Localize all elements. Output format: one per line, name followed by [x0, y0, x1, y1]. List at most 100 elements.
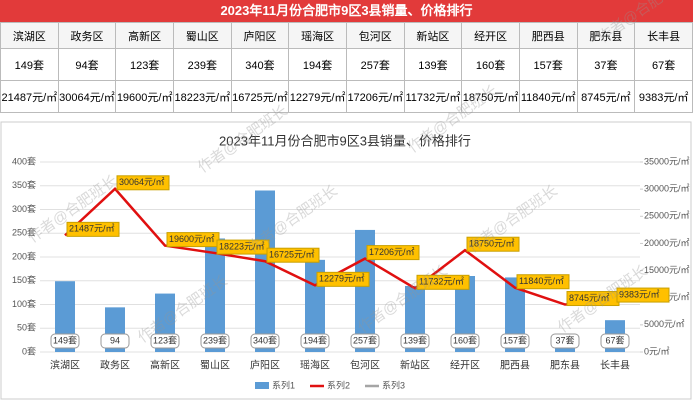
- y2-tick-label: 15000元/㎡: [644, 265, 690, 275]
- x-tick-label: 包河区: [350, 359, 380, 372]
- value-label: 149套: [53, 334, 77, 345]
- table-cell: 9383元/㎡: [634, 80, 693, 113]
- x-tick-label: 蜀山区: [200, 360, 230, 372]
- table-cell: 11840元/㎡: [518, 80, 578, 113]
- value-label: 194套: [303, 334, 327, 345]
- x-tick-label: 庐阳区: [250, 359, 280, 372]
- chart-title: 2023年11月份合肥市9区3县销量、价格排行: [219, 133, 471, 148]
- table-row: 滨湖区 政务区 高新区 蜀山区 庐阳区 瑶海区 包河区 新站区 经开区 肥西县 肥东县 长丰县: [0, 22, 693, 49]
- table-cell: 17206元/㎡: [345, 80, 405, 113]
- x-tick-label: 滨湖区: [50, 359, 80, 372]
- value-label-box: [466, 236, 520, 252]
- value-label-box: [300, 333, 330, 349]
- table-cell: 包河区: [345, 22, 405, 49]
- table-cell: 18750元/㎡: [461, 80, 520, 113]
- value-label: 123套: [153, 334, 177, 345]
- value-label: 11732元/㎡: [419, 277, 464, 287]
- value-label-box: [250, 333, 280, 349]
- legend-label: 系列2: [327, 379, 350, 390]
- table-cell: 239套: [172, 48, 232, 81]
- value-label: 94: [110, 335, 120, 345]
- y2-tick-label: 0元/㎡: [644, 346, 670, 356]
- value-label: 30064元/㎡: [119, 177, 165, 187]
- y-tick-label: 200套: [12, 250, 36, 261]
- value-label-box: [50, 333, 80, 349]
- chart-frame: [0, 121, 692, 400]
- value-label: 16725元/㎡: [269, 250, 315, 260]
- y2-tick-label: 30000元/㎡: [644, 184, 690, 194]
- table-cell: 长丰县: [634, 22, 693, 49]
- table-cell: 21487元/㎡: [0, 80, 59, 113]
- y-tick-label: 300套: [12, 203, 36, 214]
- table-cell: 94套: [57, 48, 117, 81]
- value-label: 9383元/㎡: [619, 289, 660, 299]
- table-cell: 滨湖区: [0, 22, 59, 49]
- table-cell: 37套: [576, 48, 636, 81]
- y-tick-label: 250套: [12, 227, 36, 238]
- value-label-box: [150, 333, 180, 349]
- value-label: 257套: [353, 334, 377, 345]
- value-label-box: [116, 175, 170, 191]
- value-label-box: [500, 333, 530, 349]
- value-label-box: [366, 245, 420, 261]
- value-label: 37套: [555, 334, 574, 345]
- table-cell: 157套: [518, 48, 578, 81]
- value-label-box: [266, 247, 320, 263]
- value-label-box: [200, 333, 230, 349]
- table-cell: 政务区: [57, 22, 117, 49]
- x-tick-label: 肥西县: [500, 360, 530, 372]
- y-tick-label: 0套: [22, 345, 36, 356]
- table-cell: 18223元/㎡: [172, 80, 232, 113]
- x-tick-label: 政务区: [100, 359, 130, 372]
- table-cell: 67套: [634, 48, 693, 81]
- y2-tick-label: 35000元/㎡: [644, 156, 690, 166]
- bar: [455, 276, 475, 352]
- value-label: 21487元/㎡: [69, 224, 115, 234]
- value-label-box: [216, 239, 270, 255]
- table-cell: 12279元/㎡: [288, 80, 347, 113]
- sheet-title: 2023年11月份合肥市9区3县销量、价格排行: [0, 0, 693, 22]
- x-tick-label: 长丰县: [600, 359, 630, 372]
- value-label-box: [66, 221, 120, 237]
- value-label: 340套: [253, 334, 277, 345]
- value-label-box: [316, 271, 370, 287]
- table-cell: 139套: [403, 48, 463, 81]
- value-label-box: [400, 333, 430, 349]
- bar: [205, 238, 225, 352]
- table-cell: 肥西县: [518, 22, 578, 49]
- y-tick-label: 150套: [12, 274, 36, 285]
- table-cell: 经开区: [461, 22, 520, 49]
- value-label-box: [100, 333, 130, 349]
- data-table: 滨湖区 政务区 高新区 蜀山区 庐阳区 瑶海区 包河区 新站区 经开区 肥西县 肥东县 长丰县 149套…: [0, 22, 693, 113]
- bar: [505, 277, 525, 352]
- bar: [255, 190, 275, 352]
- value-label: 19600元/㎡: [169, 234, 215, 244]
- legend-label: 系列1: [272, 379, 295, 390]
- legend-swatch: [255, 382, 269, 389]
- table-row: 21487元/㎡ 30064元/㎡ 19600元/㎡ 18223元/㎡ 16725元/㎡…: [0, 80, 693, 113]
- table-cell: 16725元/㎡: [230, 80, 290, 113]
- y2-tick-label: 20000元/㎡: [644, 238, 690, 248]
- value-label: 12279元/㎡: [319, 274, 365, 284]
- watermark: 作者@合肥班长: [595, 0, 691, 47]
- value-label: 18223元/㎡: [219, 241, 265, 251]
- table-row: 149套 94套 123套 239套 340套 194套 257套 139套 160套 157套 3…: [0, 48, 693, 81]
- value-label: 18750元/㎡: [469, 239, 515, 249]
- x-tick-label: 高新区: [150, 359, 180, 372]
- legend-label: 系列3: [382, 379, 405, 390]
- value-label: 67套: [605, 334, 624, 345]
- value-label-box: [550, 333, 580, 349]
- table-cell: 340套: [230, 48, 290, 81]
- value-label: 139套: [403, 334, 427, 345]
- value-label: 17206元/㎡: [369, 247, 415, 257]
- x-tick-label: 经开区: [450, 359, 480, 372]
- value-label-box: [450, 333, 480, 349]
- y2-tick-label: 25000元/㎡: [644, 211, 690, 221]
- x-tick-label: 肥东县: [550, 359, 580, 372]
- table-cell: 蜀山区: [172, 22, 232, 49]
- value-label-box: [416, 274, 470, 290]
- value-label: 8745元/㎡: [569, 293, 610, 303]
- table-cell: 123套: [115, 48, 174, 81]
- value-label-box: [350, 333, 380, 349]
